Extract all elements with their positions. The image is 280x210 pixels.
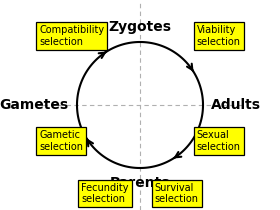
Text: Adults: Adults bbox=[211, 98, 262, 112]
Text: Parents: Parents bbox=[110, 176, 170, 190]
Text: Gametes: Gametes bbox=[0, 98, 69, 112]
Text: Fecundity
selection: Fecundity selection bbox=[81, 183, 129, 204]
Text: Viability
selection: Viability selection bbox=[197, 25, 241, 47]
Text: Zygotes: Zygotes bbox=[109, 20, 171, 34]
Text: Gametic
selection: Gametic selection bbox=[39, 130, 83, 152]
Text: Compatibility
selection: Compatibility selection bbox=[39, 25, 104, 47]
Text: Sexual
selection: Sexual selection bbox=[197, 130, 241, 152]
Text: Survival
selection: Survival selection bbox=[155, 183, 199, 204]
